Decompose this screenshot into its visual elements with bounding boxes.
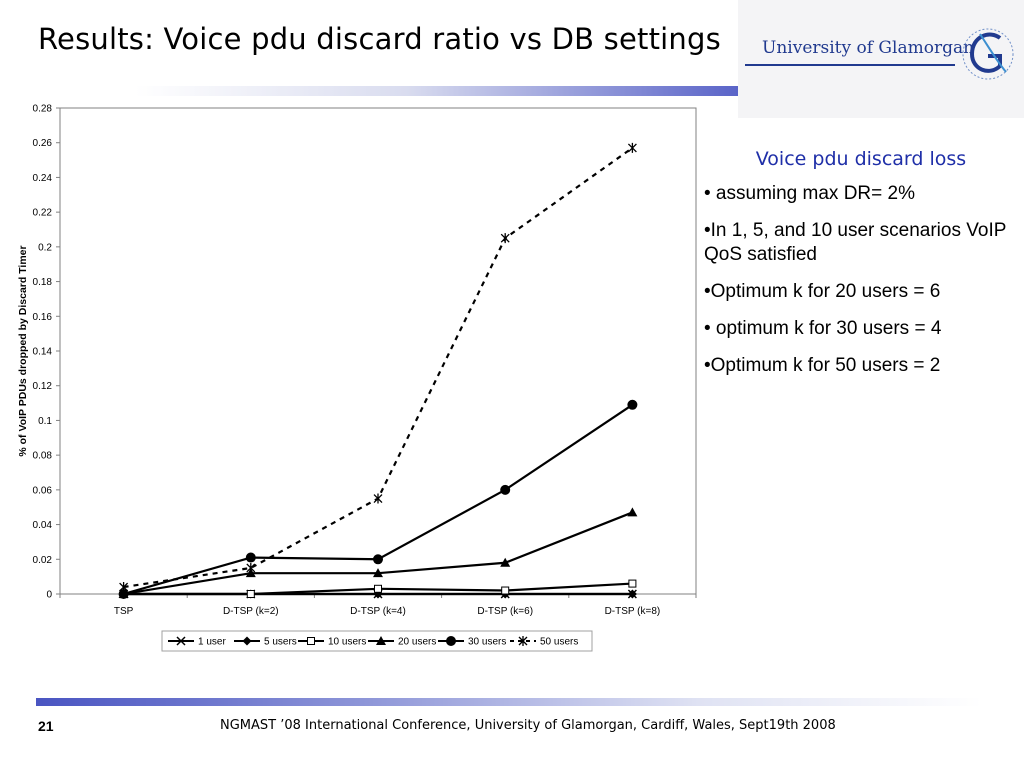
footer-gradient-bar [36,698,982,706]
y-axis-label: % of VoIP PDUs dropped by Discard Timer [17,245,29,456]
legend-label: 30 users [468,637,506,648]
y-tick-label: 0.2 [38,242,52,253]
line-chart: 0 0.02 0.04 0.06 0.08 0.1 0.12 0.14 0.16 0.18 0.2 0… [17,104,697,652]
legend-marker-5-users [242,636,252,646]
y-tick-label: 0.18 [33,277,53,288]
notes-item: •Optimum k for 20 users = 6 [704,281,941,302]
legend-label: 20 users [398,637,436,648]
data-point-50-users [119,582,129,593]
y-tick-label: 0.26 [33,138,53,149]
data-point-20-users [373,568,383,578]
data-point-50-users [627,142,637,153]
data-point-50-users [500,233,510,244]
legend-label: 5 users [264,637,297,648]
data-point-20-users [500,557,511,567]
legend-label: 10 users [328,637,366,648]
x-tick-label: D-TSP (k=4) [350,606,406,617]
data-point-30-users [627,399,638,410]
x-tick-label: D-TSP (k=2) [223,606,279,617]
slide-title: Results: Voice pdu discard ratio vs DB s… [38,22,721,56]
data-point-5-users [627,589,637,599]
y-tick-label: 0.28 [33,104,53,115]
x-tick-label: TSP [114,606,134,617]
notes-panel: Voice pdu discard loss • assuming max DR… [704,148,1018,391]
data-point-30-users [500,484,511,495]
notes-heading: Voice pdu discard loss [755,148,967,170]
notes-item: •In 1, 5, and 10 user scenarios VoIP QoS… [704,220,1007,265]
y-tick-label: 0.16 [33,312,53,323]
title-gradient-bar [135,86,738,96]
data-point-10-users [374,584,382,593]
x-tick-label: D-TSP (k=8) [605,606,661,617]
page-number: 21 [38,718,54,734]
logo-underline [745,64,955,66]
data-point-50-users [246,562,256,573]
notes-item: • optimum k for 30 users = 4 [704,318,942,339]
legend-label: 1 user [198,637,226,648]
y-tick-label: 0.02 [33,555,53,566]
y-tick-label: 0.06 [33,485,53,496]
y-tick-label: 0 [46,590,52,601]
y-tick-label: 0.12 [33,381,53,392]
footer-text: NGMAST ’08 International Conference, Uni… [220,718,836,733]
data-point-30-users [118,589,129,599]
legend-marker-30-users [446,636,456,646]
data-point-30-users [373,554,383,565]
data-point-10-users [501,586,510,595]
y-tick-label: 0.1 [38,416,52,427]
data-point-30-users [245,552,256,563]
glamorgan-emblem-icon [962,28,1014,80]
notes-item: • assuming max DR= 2% [704,183,915,204]
chart-container: 0 0.02 0.04 0.06 0.08 0.1 0.12 0.14 0.16 0.18 0.2 0… [14,96,700,658]
x-tick-label: D-TSP (k=6) [477,606,533,617]
y-tick-label: 0.08 [33,451,53,462]
legend-marker-1-user [176,636,186,646]
legend-marker-20-users [376,636,386,645]
y-tick-label: 0.14 [33,347,53,358]
legend-marker-50-users [518,636,528,646]
data-point-10-users [246,590,255,598]
y-tick-label: 0.04 [33,520,53,531]
plot-area [59,107,697,595]
data-point-10-users [628,579,637,588]
data-point-20-users [627,507,638,517]
y-tick-label: 0.22 [33,208,53,219]
y-tick-label: 0.24 [33,173,53,184]
university-logo [738,0,1024,118]
notes-item: •Optimum k for 50 users = 2 [704,355,941,376]
legend-label: 50 users [540,637,578,648]
data-point-50-users [373,493,383,504]
logo-text: University of Glamorgan [762,38,975,58]
legend-marker-10-users [307,637,315,645]
